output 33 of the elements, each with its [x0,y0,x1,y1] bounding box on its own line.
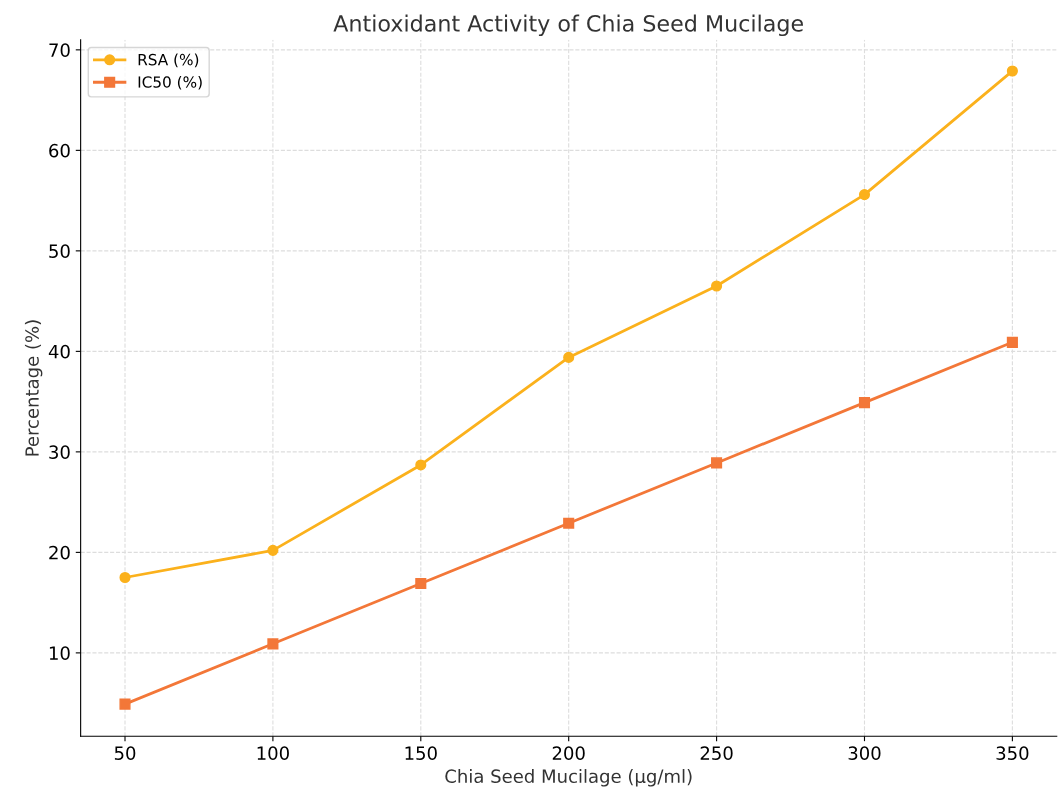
y-tick-label: 50 [49,244,70,258]
point [563,351,575,363]
point [1006,336,1018,348]
x-tick-label: 250 [700,746,733,760]
point [119,571,131,584]
x-tick-label: 50 [114,746,136,760]
x-tick-label: 300 [848,746,881,760]
point [119,698,131,710]
chart-title: Antioxidant Activity of Chia Seed Mucilage [333,14,803,37]
point [711,457,723,469]
y-tick-label: 60 [49,143,70,158]
legend-label: RSA (%) [138,53,199,68]
y-tick-label: 20 [49,545,70,560]
x-tick-label: 100 [257,746,289,760]
x-tick-label: 350 [996,746,1029,760]
point [415,577,427,590]
point [415,459,427,471]
x-tick-label: 200 [552,746,585,760]
point [267,544,279,556]
point [858,189,871,201]
point [711,280,723,292]
y-tick-label: 70 [49,43,70,57]
legend-label: IC50 (%) [138,75,202,90]
point [563,517,575,529]
point [1006,65,1018,77]
y-tick-label: 10 [49,646,70,660]
x-axis-title: Chia Seed Mucilage (µg/ml) [445,769,692,787]
y-tick-label: 30 [49,445,70,459]
point [858,397,871,409]
x-tick-label: 150 [405,746,437,760]
y-tick-label: 40 [48,344,70,359]
y-axis-title: Percentage (%) [24,320,43,456]
point [267,638,279,650]
